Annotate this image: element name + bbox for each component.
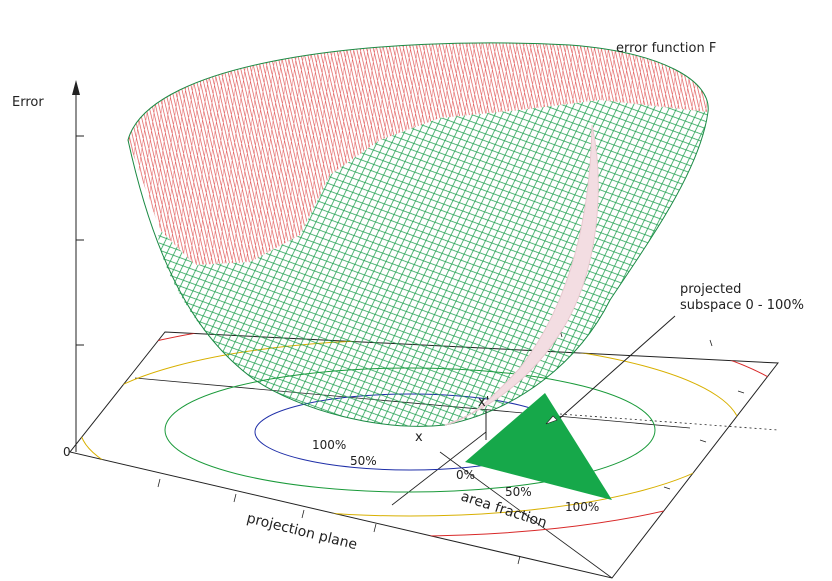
x-label: x (415, 430, 423, 445)
subspace-slice (444, 124, 599, 426)
area-fraction-triangle (465, 393, 612, 500)
plane-ticks (157, 329, 745, 565)
error-axis (72, 80, 84, 452)
dotted-guide-line (559, 413, 779, 431)
area-50-label: 50% (505, 485, 532, 499)
plane-grid-line (391, 431, 487, 506)
subspace-point-marker (545, 415, 558, 425)
plane-grid-line (439, 451, 613, 579)
error-function-label: error function F (616, 41, 716, 56)
error-function-surface (127, 42, 709, 427)
pointer-line (559, 315, 676, 419)
projected-label-line1: projected (680, 282, 741, 297)
zero-label: 0 (63, 445, 71, 459)
plane-50-label: 50% (350, 454, 377, 468)
area-0-label: 0% (456, 468, 475, 482)
projection-plane (69, 329, 779, 579)
axis-arrow-icon (72, 80, 80, 95)
plane-100-label: 100% (312, 438, 346, 452)
error-axis-label: Error (12, 95, 44, 110)
x-prime-label: x' (478, 395, 489, 410)
projected-label-line2: subspace 0 - 100% (680, 298, 804, 313)
area-100-label: 100% (565, 500, 599, 514)
